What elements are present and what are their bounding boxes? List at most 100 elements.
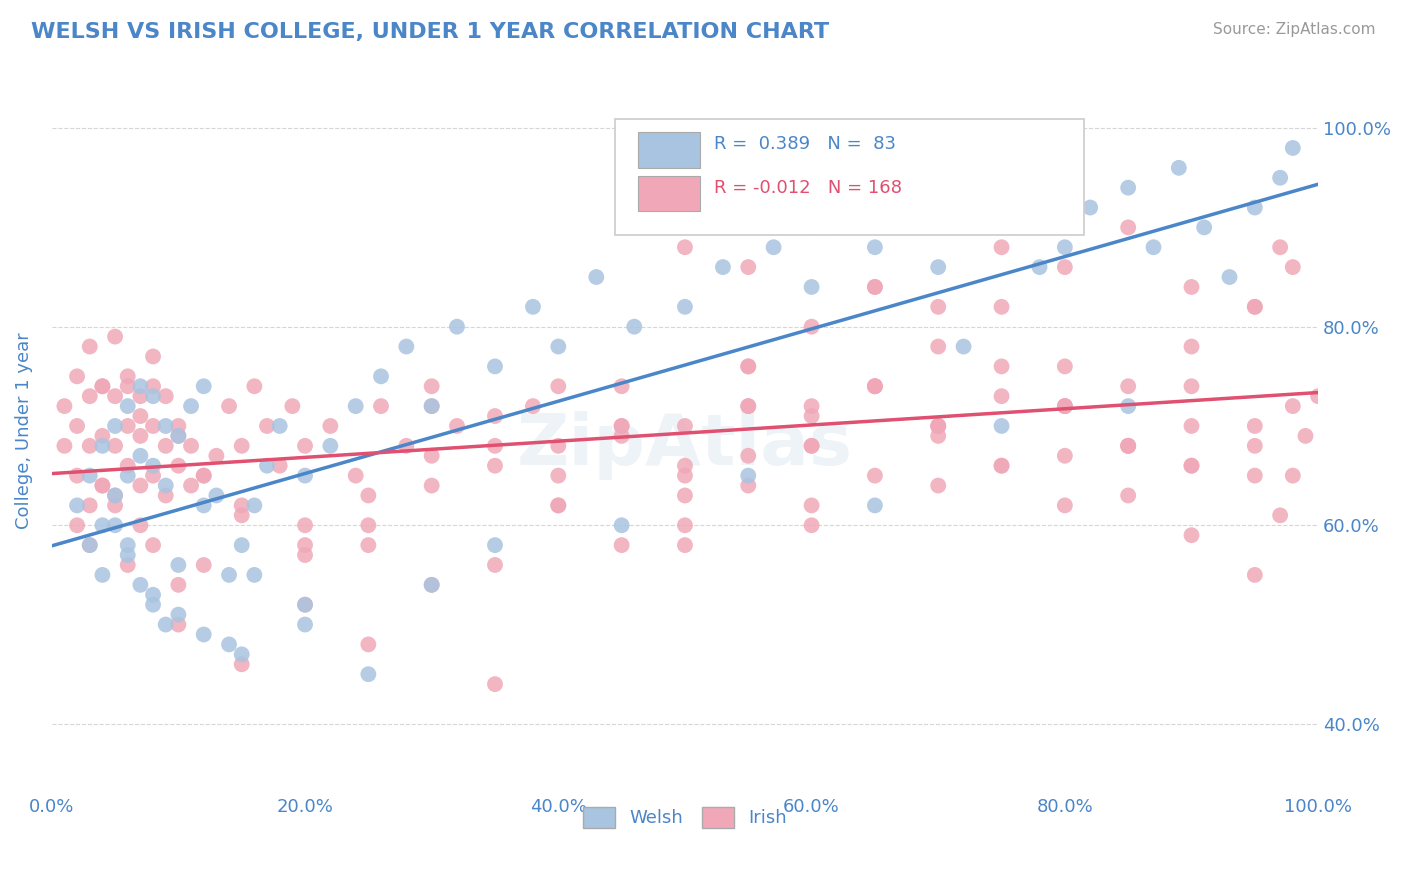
Point [673, 538, 696, 552]
Point [673, 488, 696, 502]
Point [53, 399, 76, 413]
Point [218, 568, 240, 582]
Point [180, 399, 202, 413]
Point [1243, 568, 1265, 582]
Point [167, 617, 190, 632]
Point [420, 379, 443, 393]
Point [193, 468, 215, 483]
Point [395, 339, 418, 353]
Point [420, 478, 443, 492]
Point [344, 468, 367, 483]
Point [357, 637, 380, 651]
Point [66, 518, 89, 533]
Point [990, 458, 1012, 473]
Point [79, 538, 101, 552]
Point [205, 449, 228, 463]
Point [990, 359, 1012, 374]
Point [1053, 260, 1076, 274]
Point [1116, 180, 1139, 194]
Point [281, 399, 304, 413]
Point [167, 578, 190, 592]
Point [1116, 488, 1139, 502]
Point [927, 429, 949, 443]
Point [1002, 220, 1025, 235]
Point [357, 488, 380, 502]
Point [294, 468, 316, 483]
Point [1116, 439, 1139, 453]
Point [737, 399, 759, 413]
Point [91, 379, 114, 393]
Point [104, 419, 127, 434]
Point [104, 329, 127, 343]
Text: Source: ZipAtlas.com: Source: ZipAtlas.com [1212, 22, 1375, 37]
Point [167, 607, 190, 622]
Point [155, 439, 177, 453]
Point [155, 617, 177, 632]
Point [167, 429, 190, 443]
Point [79, 468, 101, 483]
Point [673, 518, 696, 533]
Point [117, 369, 139, 384]
Point [446, 319, 468, 334]
Point [800, 399, 823, 413]
Point [193, 379, 215, 393]
Point [863, 379, 886, 393]
Point [53, 439, 76, 453]
Point [863, 280, 886, 294]
Point [91, 379, 114, 393]
Point [1243, 468, 1265, 483]
Point [319, 439, 342, 453]
Point [205, 488, 228, 502]
Point [1053, 399, 1076, 413]
Point [142, 588, 165, 602]
Point [711, 260, 734, 274]
Point [142, 458, 165, 473]
Point [243, 499, 266, 513]
Point [1053, 399, 1076, 413]
Point [357, 667, 380, 681]
Point [180, 439, 202, 453]
Point [737, 359, 759, 374]
Point [484, 538, 506, 552]
Point [1167, 161, 1189, 175]
Point [1243, 419, 1265, 434]
Point [1192, 220, 1215, 235]
Point [420, 399, 443, 413]
Point [167, 419, 190, 434]
Point [673, 468, 696, 483]
Point [990, 300, 1012, 314]
Point [420, 578, 443, 592]
Point [927, 260, 949, 274]
Point [484, 439, 506, 453]
Point [91, 478, 114, 492]
Text: R = -0.012   N = 168: R = -0.012 N = 168 [714, 178, 903, 197]
Point [91, 518, 114, 533]
Point [91, 439, 114, 453]
Point [1268, 508, 1291, 523]
Point [1243, 201, 1265, 215]
Point [673, 240, 696, 254]
Point [79, 339, 101, 353]
Point [231, 439, 253, 453]
Point [737, 449, 759, 463]
Point [193, 627, 215, 641]
Point [863, 468, 886, 483]
Point [117, 468, 139, 483]
Point [1180, 339, 1202, 353]
Point [927, 419, 949, 434]
Point [294, 548, 316, 562]
Point [420, 449, 443, 463]
Point [1053, 499, 1076, 513]
Point [1180, 528, 1202, 542]
Point [737, 359, 759, 374]
Point [1180, 379, 1202, 393]
Point [547, 468, 569, 483]
Point [673, 300, 696, 314]
Point [800, 319, 823, 334]
Point [522, 399, 544, 413]
Point [91, 429, 114, 443]
Point [1116, 379, 1139, 393]
Point [610, 379, 633, 393]
Point [1218, 270, 1240, 285]
Point [344, 399, 367, 413]
